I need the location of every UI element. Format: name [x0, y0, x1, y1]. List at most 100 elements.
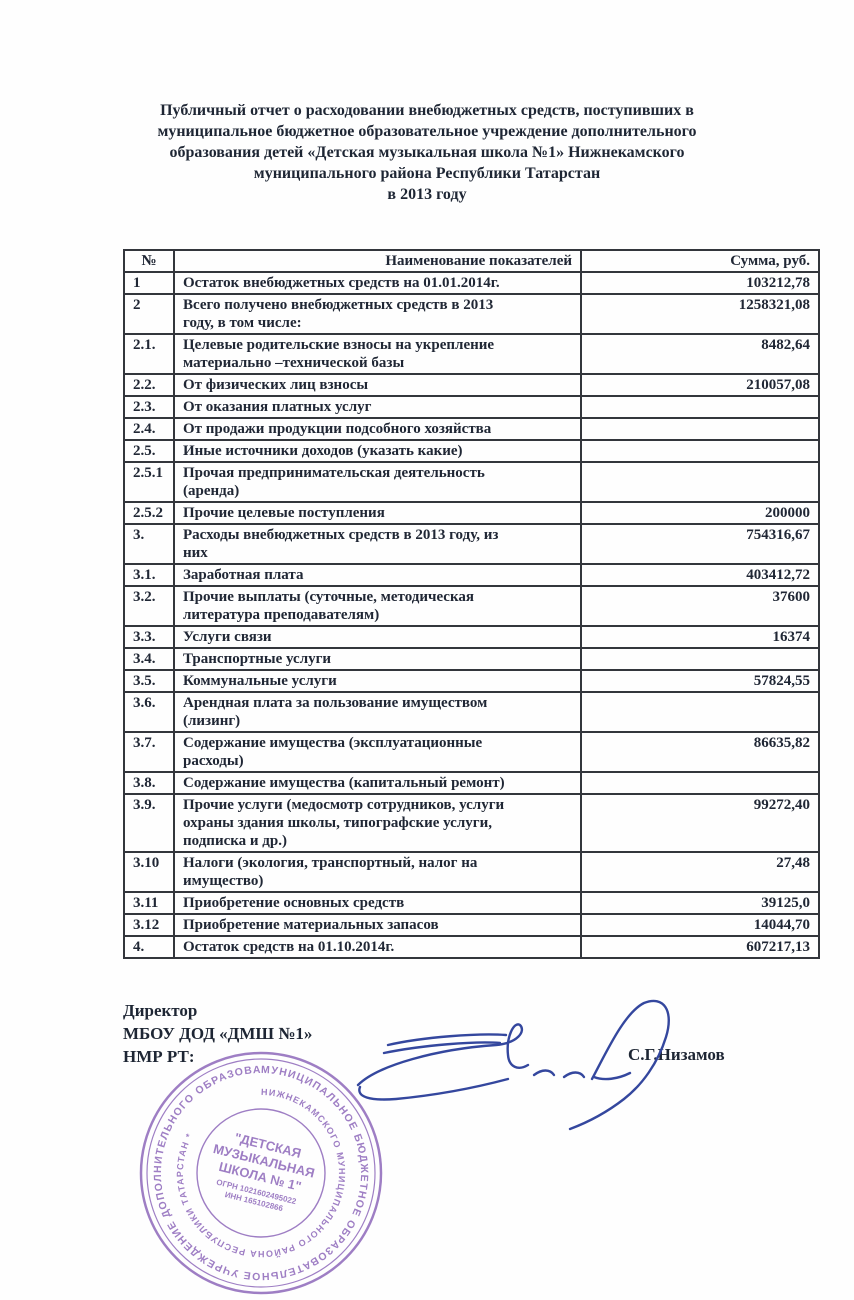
report-table-wrap: № Наименование показателей Сумма, руб. 1… [123, 249, 820, 959]
row-number-cell: 3.10 [123, 851, 175, 893]
row-sum-cell: 39125,0 [580, 891, 820, 915]
official-round-stamp: МУНИЦИПАЛЬНОЕ БЮДЖЕТНОЕ ОБРАЗОВАТЕЛЬНОЕ … [135, 1047, 383, 1295]
row-name-cell: Прочие целевые поступления [173, 501, 582, 525]
row-number-cell: 3.5. [123, 669, 175, 693]
svg-text:НИЖНЕКАМСКОГО МУНИЦИПАЛЬНОГО Р: НИЖНЕКАМСКОГО МУНИЦИПАЛЬНОГО РАЙОНА РЕСП… [175, 1087, 347, 1259]
row-sum-cell: 27,48 [580, 851, 820, 893]
row-sum-cell [580, 395, 820, 419]
row-name-cell: От оказания платных услуг [173, 395, 582, 419]
signer-name: С.Г.Низамов [628, 1045, 725, 1064]
row-number-cell: 3.11 [123, 891, 175, 915]
row-name-cell: Содержание имущества (эксплуатационные р… [173, 731, 582, 773]
row-number-cell: 2.5. [123, 439, 175, 463]
row-number-cell: 3.1. [123, 563, 175, 587]
row-sum-cell [580, 647, 820, 671]
header-cell-sum: Сумма, руб. [580, 249, 820, 273]
row-sum-cell: 14044,70 [580, 913, 820, 937]
row-name-cell: Целевые родительские взносы на укреплени… [173, 333, 582, 375]
report-table: № Наименование показателей Сумма, руб. 1… [123, 249, 820, 959]
table-row: 3.7. Содержание имущества (эксплуатацион… [123, 731, 820, 773]
table-row: 3.2. Прочие выплаты (суточные, методичес… [123, 585, 820, 627]
row-name-cell: Остаток внебюджетных средств на 01.01.20… [173, 271, 582, 295]
row-name-cell: Прочие услуги (медосмотр сотрудников, ус… [173, 793, 582, 853]
row-name-cell: Услуги связи [173, 625, 582, 649]
stamp-center-line1: "ДЕТСКАЯ [233, 1130, 303, 1161]
row-number-cell: 3.8. [123, 771, 175, 795]
row-sum-cell: 607217,13 [580, 935, 820, 959]
row-sum-cell [580, 691, 820, 733]
row-name-cell: От продажи продукции подсобного хозяйств… [173, 417, 582, 441]
row-sum-cell: 16374 [580, 625, 820, 649]
stamp-center-line5: ИНН 165102866 [224, 1190, 285, 1213]
row-name-cell: Прочие выплаты (суточные, методическая л… [173, 585, 582, 627]
document-title: Публичный отчет о расходовании внебюджет… [82, 100, 772, 205]
row-sum-cell: 403412,72 [580, 563, 820, 587]
row-name-cell: Приобретение основных средств [173, 891, 582, 915]
row-number-cell: 2.5.1 [123, 461, 175, 503]
director-title-line: Директор [123, 1001, 198, 1020]
table-row: 2.2. От физических лиц взносы 210057,08 [123, 373, 820, 397]
row-sum-cell [580, 461, 820, 503]
stamp-center-line2: МУЗЫКАЛЬНАЯ [212, 1141, 316, 1181]
row-name-cell: Содержание имущества (капитальный ремонт… [173, 771, 582, 795]
row-name-cell: От физических лиц взносы [173, 373, 582, 397]
row-number-cell: 2.5.2 [123, 501, 175, 525]
table-row: 3.9. Прочие услуги (медосмотр сотруднико… [123, 793, 820, 853]
row-number-cell: 4. [123, 935, 175, 959]
table-row: 3.1. Заработная плата 403412,72 [123, 563, 820, 587]
table-row: 3.5. Коммунальные услуги 57824,55 [123, 669, 820, 693]
row-number-cell: 2.2. [123, 373, 175, 397]
table-row: 1 Остаток внебюджетных средств на 01.01.… [123, 271, 820, 295]
row-number-cell: 3. [123, 523, 175, 565]
row-name-cell: Налоги (экология, транспортный, налог на… [173, 851, 582, 893]
row-number-cell: 2.1. [123, 333, 175, 375]
stamp-center-line4: ОГРН 1021602495022 [215, 1178, 297, 1207]
table-row: 2.3. От оказания платных услуг [123, 395, 820, 419]
document-title-line: муниципального района Республики Татарст… [253, 165, 601, 182]
row-sum-cell: 99272,40 [580, 793, 820, 853]
row-sum-cell: 103212,78 [580, 271, 820, 295]
row-number-cell: 3.4. [123, 647, 175, 671]
signature-block: Директор МБОУ ДОД «ДМШ №1» НМР РТ: С.Г.Н… [123, 999, 823, 1295]
row-sum-cell: 754316,67 [580, 523, 820, 565]
stamp-center-line3: ШКОЛА № 1" [217, 1159, 303, 1194]
row-number-cell: 1 [123, 271, 175, 295]
scanned-report-page: Публичный отчет о расходовании внебюджет… [0, 100, 854, 1300]
row-sum-cell [580, 439, 820, 463]
header-cell-number: № [123, 249, 175, 273]
table-row: 3. Расходы внебюджетных средств в 2013 г… [123, 523, 820, 565]
stamp-ring-inner-text: НИЖНЕКАМСКОГО МУНИЦИПАЛЬНОГО РАЙОНА РЕСП… [175, 1087, 346, 1259]
row-number-cell: 3.6. [123, 691, 175, 733]
row-sum-cell: 200000 [580, 501, 820, 525]
table-row: 2.4. От продажи продукции подсобного хоз… [123, 417, 820, 441]
row-name-cell: Иные источники доходов (указать какие) [173, 439, 582, 463]
row-name-cell: Арендная плата за пользование имуществом… [173, 691, 582, 733]
svg-text:МУНИЦИПАЛЬНОЕ БЮДЖЕТНОЕ ОБРАЗО: МУНИЦИПАЛЬНОЕ БЮДЖЕТНОЕ ОБРАЗОВАТЕЛЬНОЕ … [135, 1047, 370, 1282]
table-row: 2.5. Иные источники доходов (указать как… [123, 439, 820, 463]
table-row: 2 Всего получено внебюджетных средств в … [123, 293, 820, 335]
row-number-cell: 3.2. [123, 585, 175, 627]
row-number-cell: 2.4. [123, 417, 175, 441]
row-name-cell: Прочая предпринимательская деятельность … [173, 461, 582, 503]
row-sum-cell: 8482,64 [580, 333, 820, 375]
row-sum-cell [580, 417, 820, 441]
table-row: 2.5.1 Прочая предпринимательская деятель… [123, 461, 820, 503]
header-cell-name: Наименование показателей [173, 249, 582, 273]
table-row: 3.3. Услуги связи 16374 [123, 625, 820, 649]
row-name-cell: Всего получено внебюджетных средств в 20… [173, 293, 582, 335]
row-number-cell: 3.12 [123, 913, 175, 937]
table-row: 3.4. Транспортные услуги [123, 647, 820, 671]
document-title-line: в 2013 году [387, 186, 467, 203]
row-number-cell: 2.3. [123, 395, 175, 419]
row-name-cell: Приобретение материальных запасов [173, 913, 582, 937]
row-number-cell: 2 [123, 293, 175, 335]
row-name-cell: Коммунальные услуги [173, 669, 582, 693]
row-number-cell: 3.3. [123, 625, 175, 649]
table-row: 4. Остаток средств на 01.10.2014г. 60721… [123, 935, 820, 959]
row-sum-cell: 210057,08 [580, 373, 820, 397]
table-row: 3.10 Налоги (экология, транспортный, нал… [123, 851, 820, 893]
table-row: 2.1. Целевые родительские взносы на укре… [123, 333, 820, 375]
document-title-line: образования детей «Детская музыкальная ш… [169, 144, 685, 161]
document-title-line: муниципальное бюджетное образовательное … [157, 123, 697, 140]
row-number-cell: 3.7. [123, 731, 175, 773]
